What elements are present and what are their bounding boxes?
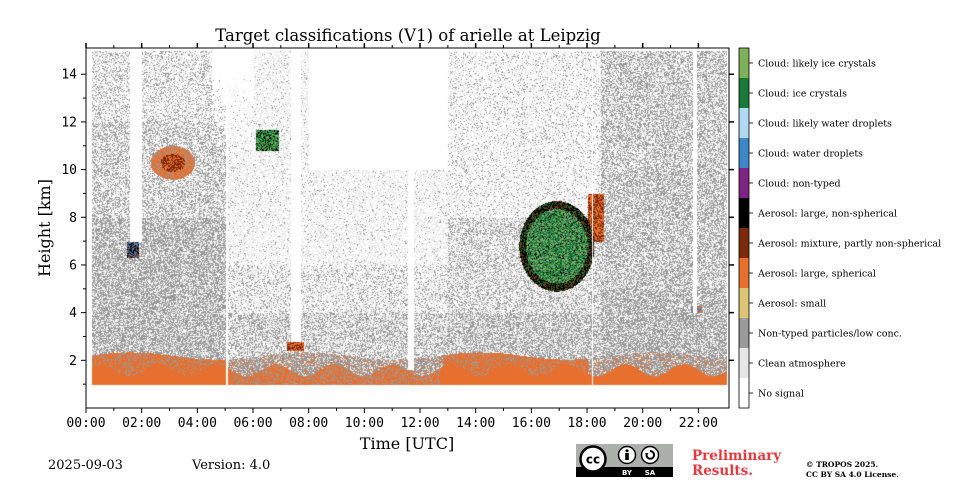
y-tick-label: 8 [69, 211, 77, 226]
y-tick-label: 4 [69, 306, 77, 321]
colorbar-swatch [739, 78, 749, 108]
share-alike-icon [640, 445, 660, 465]
x-tick-label: 12:00 [400, 416, 439, 431]
cc-by-sa-license-badge: cc BY SA [576, 444, 673, 477]
preliminary-line-1: Preliminary [692, 448, 782, 464]
x-tick-label: 04:00 [178, 416, 217, 431]
colorbar-label: Aerosol: large, spherical [757, 269, 876, 280]
cc-text: cc [586, 453, 600, 467]
x-tick-label: 16:00 [512, 416, 551, 431]
copyright-notice: © TROPOS 2025. CC BY SA 4.0 License. [806, 460, 899, 480]
x-tick-label: 10:00 [345, 416, 384, 431]
version-label: Version: 4.0 [192, 458, 271, 473]
x-tick-label: 14:00 [456, 416, 495, 431]
y-tick-label: 10 [61, 163, 77, 178]
colorbar-swatch [739, 258, 749, 288]
colorbar-label: Cloud: likely water droplets [758, 119, 892, 130]
y-tick-label: 2 [69, 354, 77, 369]
x-axis-label: Time [UTC] [360, 434, 454, 453]
colorbar-swatch [739, 138, 749, 168]
x-tick-label: 00:00 [66, 416, 105, 431]
colorbar-swatch [739, 48, 749, 78]
date-label: 2025-09-03 [48, 458, 123, 473]
y-tick-label: 14 [61, 68, 77, 83]
y-tick-label: 12 [61, 115, 77, 130]
colorbar-legend: No signal Clean atmosphere Non-typed parti… [738, 47, 941, 409]
x-tick-label: 02:00 [122, 416, 161, 431]
badge-sa-text: SA [645, 469, 656, 477]
colorbar-label: Clean atmosphere [758, 359, 846, 370]
colorbar-label: Cloud: water droplets [758, 149, 863, 160]
colorbar-label: Cloud: likely ice crystals [758, 59, 876, 70]
y-tick-label: 6 [69, 258, 77, 273]
copyright-line-1: © TROPOS 2025. [806, 460, 879, 469]
colorbar-swatch [739, 288, 749, 318]
colorbar-swatch [739, 228, 749, 258]
preliminary-line-2: Results. [692, 463, 753, 479]
x-tick-label: 22:00 [679, 416, 718, 431]
badge-by-text: BY [622, 469, 633, 477]
plot-frame [85, 47, 730, 409]
colorbar-label: Cloud: non-typed [758, 179, 841, 190]
colorbar-swatch [739, 378, 749, 408]
colorbar-swatch [739, 108, 749, 138]
copyright-line-2: CC BY SA 4.0 License. [806, 470, 899, 479]
colorbar-label: Cloud: ice crystals [758, 89, 847, 100]
colorbar-label: No signal [758, 389, 804, 400]
colorbar-swatch [739, 318, 749, 348]
y-axis-label: Height [km] [35, 179, 54, 277]
colorbar-frame [738, 47, 750, 409]
x-tick-label: 06:00 [233, 416, 272, 431]
colorbar-swatch [739, 348, 749, 378]
chart-title: Target classifications (V1) of arielle a… [215, 26, 601, 45]
colorbar-swatch [739, 198, 749, 228]
colorbar-label: Non-typed particles/low conc. [758, 329, 902, 340]
x-tick-label: 18:00 [567, 416, 606, 431]
x-tick-label: 20:00 [623, 416, 662, 431]
plot-area: 00:00 02:00 04:00 06:00 08:00 10:00 12:00 14:00… [61, 43, 734, 431]
colorbar-swatch [739, 168, 749, 198]
preliminary-notice: Preliminary Results. [692, 449, 781, 479]
classification-heatmap-raster [86, 48, 729, 408]
colorbar-label: Aerosol: small [757, 299, 826, 310]
attribution-icon [617, 445, 637, 465]
colorbar-label: Aerosol: mixture, partly non-spherical [757, 239, 941, 250]
colorbar-label: Aerosol: large, non-spherical [757, 209, 897, 220]
x-tick-label: 08:00 [289, 416, 328, 431]
